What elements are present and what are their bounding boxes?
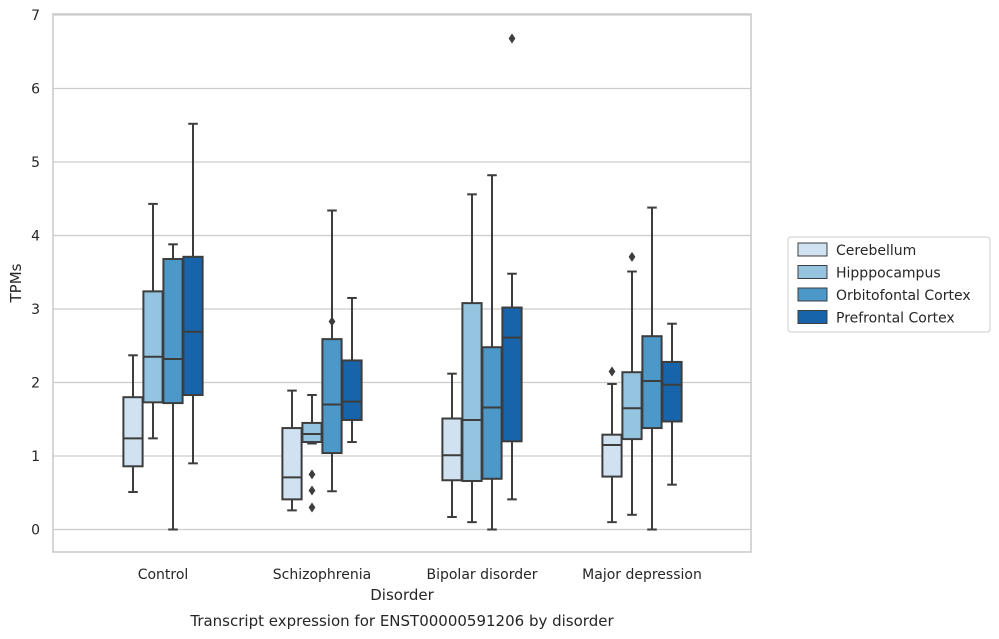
legend-label: Cerebellum: [836, 243, 916, 259]
y-tick-label: 0: [31, 523, 40, 539]
legend: Cerebellum Hipppocampus Orbitofontal Corte…: [787, 236, 991, 333]
x-tick-label: Control: [138, 567, 189, 583]
box-body: [481, 346, 503, 480]
legend-swatch: [797, 310, 828, 324]
box-3-2: [501, 33, 523, 501]
box-body: [162, 258, 184, 405]
legend-swatch: [797, 287, 828, 302]
legend-swatch: [797, 242, 828, 257]
box-1-3: [621, 251, 643, 516]
plot-area: [52, 13, 752, 553]
box-3-3: [661, 322, 683, 486]
y-tick-label: 1: [31, 449, 40, 465]
outlier-point: [308, 502, 316, 513]
box-body: [661, 360, 683, 423]
box-0-1: [281, 389, 303, 512]
y-tick-label: 2: [31, 376, 40, 392]
legend-label: Hipppocampus: [836, 266, 941, 282]
box-0-0: [122, 354, 144, 494]
box-body: [301, 421, 323, 444]
box-2-0: [162, 243, 184, 531]
y-tick-label: 3: [31, 302, 40, 318]
legend-label: Orbitofontal Cortex: [836, 288, 971, 304]
y-tick-labels: 0 1 2 3 4 5 6 7: [31, 8, 40, 539]
outlier-point: [308, 469, 316, 480]
box-body: [281, 427, 303, 501]
y-tick-label: 4: [31, 229, 40, 245]
box-body: [122, 396, 144, 468]
box-body: [182, 255, 204, 396]
y-tick-label: 6: [31, 82, 40, 98]
box-body: [321, 338, 343, 455]
box-series: [122, 33, 683, 531]
box-1-1: [301, 393, 323, 513]
box-body: [641, 335, 663, 430]
y-tick-label: 7: [31, 8, 40, 24]
box-2-2: [481, 174, 503, 531]
outlier-point: [508, 33, 516, 44]
outlier-point: [628, 251, 636, 262]
box-body: [621, 371, 643, 441]
box-body: [142, 290, 164, 404]
x-tick-label: Bipolar disorder: [426, 567, 537, 583]
legend-label: Prefrontal Cortex: [836, 311, 955, 327]
y-axis-label: TPMs: [7, 263, 25, 303]
legend-swatch: [797, 265, 828, 279]
box-3-0: [182, 122, 204, 465]
box-body: [601, 433, 623, 478]
box-0-3: [601, 366, 623, 524]
outlier-point: [308, 485, 316, 496]
x-tick-label: Schizophrenia: [273, 567, 371, 583]
chart-caption: Transcript expression for ENST0000059120…: [189, 612, 614, 630]
x-axis-label: Disorder: [370, 586, 434, 604]
x-tick-labels: Control Schizophrenia Bipolar disorder Majo…: [138, 567, 702, 583]
y-tick-label: 5: [31, 155, 40, 171]
x-tick-label: Major depression: [582, 567, 702, 583]
box-body: [461, 302, 483, 482]
box-body: [341, 359, 363, 421]
box-3-1: [341, 296, 363, 444]
box-2-3: [641, 206, 663, 531]
box-body: [501, 306, 523, 443]
box-body: [441, 417, 463, 482]
outlier-point: [608, 366, 616, 377]
outlier-point: [328, 316, 336, 327]
legend-frame: [787, 236, 991, 333]
